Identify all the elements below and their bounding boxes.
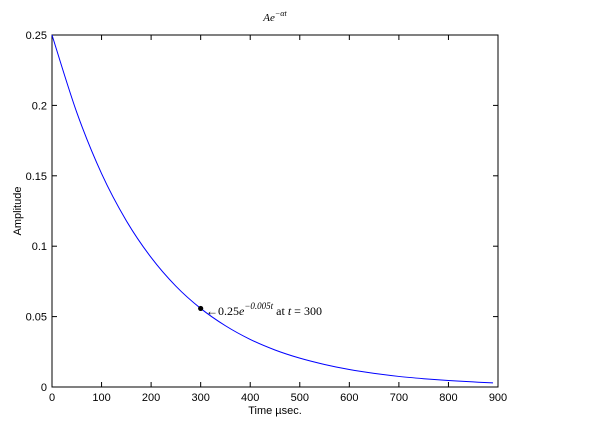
x-tick-label: 900 — [489, 392, 507, 404]
y-tick-label: 0.1 — [32, 241, 47, 253]
y-tick-label: 0.2 — [32, 100, 47, 112]
annotation-at: at — [273, 304, 288, 318]
annotation-value: = 300 — [291, 304, 322, 318]
x-axis-label: Time µsec. — [248, 405, 302, 417]
x-tick-label: 500 — [291, 392, 309, 404]
title-exponent: −αt — [275, 9, 288, 18]
x-tick-labels: 0 100 200 300 400 500 600 700 800 900 — [49, 392, 507, 404]
annotation-e: e — [239, 304, 245, 318]
marker-point — [198, 305, 204, 312]
annotation-exponent: −0.005t — [244, 301, 273, 311]
y-tick-labels: 0 0.05 0.1 0.15 0.2 0.25 — [26, 30, 47, 394]
annotation-label: ←0.25e−0.005t at t = 300 — [206, 301, 322, 318]
plot-area — [51, 34, 499, 388]
x-tick-label: 400 — [241, 392, 259, 404]
decay-curve-line — [51, 34, 494, 384]
title-main: Ae — [262, 12, 275, 24]
annotation-t: t — [288, 304, 292, 318]
annotation-arrow: ← — [206, 304, 218, 318]
chart-title: Ae−αt — [262, 9, 287, 24]
x-tick-label: 700 — [390, 392, 408, 404]
x-tick-label: 600 — [340, 392, 358, 404]
x-tick-label: 200 — [142, 392, 160, 404]
y-tick-label: 0.25 — [26, 30, 47, 42]
x-tick-label: 100 — [92, 392, 110, 404]
annotation-coefficient: 0.25 — [218, 304, 239, 318]
axis-ticks — [51, 34, 499, 388]
y-tick-label: 0.05 — [26, 312, 47, 324]
y-tick-label: 0 — [41, 382, 47, 394]
y-tick-label: 0.15 — [26, 171, 47, 183]
x-tick-label: 0 — [49, 392, 55, 404]
x-tick-label: 800 — [439, 392, 457, 404]
x-tick-label: 300 — [191, 392, 209, 404]
y-axis-label: Amplitude — [12, 187, 24, 236]
